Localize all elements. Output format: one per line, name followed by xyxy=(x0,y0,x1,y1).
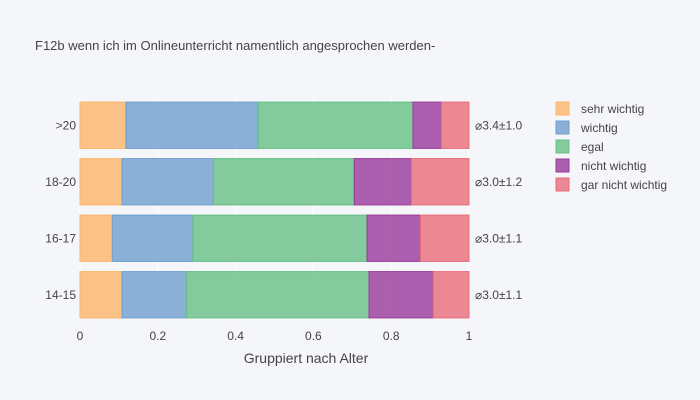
x-tick-label: 1 xyxy=(466,329,473,343)
bar-segment[interactable] xyxy=(111,214,194,262)
bar-segment[interactable] xyxy=(79,214,113,262)
bars xyxy=(79,101,470,319)
bar-segment[interactable] xyxy=(366,214,421,262)
mean-annotation: ⌀3.0±1.1 xyxy=(475,288,523,302)
x-tick-label: 0.2 xyxy=(149,329,166,343)
y-tick-label: 16-17 xyxy=(45,231,76,245)
bar-segment[interactable] xyxy=(440,101,470,149)
legend-label: wichtig xyxy=(580,121,618,135)
x-axis-title: Gruppiert nach Alter xyxy=(244,350,369,366)
legend-label: gar nicht wichtig xyxy=(581,178,667,192)
bar-segment[interactable] xyxy=(79,158,123,206)
legend-item[interactable]: wichtig xyxy=(555,120,618,135)
bar-segment[interactable] xyxy=(412,101,442,149)
legend-item[interactable]: nicht wichtig xyxy=(555,158,646,173)
bar-segment[interactable] xyxy=(432,271,470,319)
y-tick-label: 18-20 xyxy=(45,175,76,189)
legend-label: sehr wichtig xyxy=(581,102,644,116)
y-tick-label: 14-15 xyxy=(45,288,76,302)
bar-segment[interactable] xyxy=(257,101,414,149)
bar-segment[interactable] xyxy=(192,214,368,262)
legend-swatch xyxy=(555,120,570,135)
legend-item[interactable]: gar nicht wichtig xyxy=(555,177,667,192)
y-tick-label: >20 xyxy=(56,118,77,132)
bar-segment[interactable] xyxy=(410,158,470,206)
y-axis-ticks: 14-15 16-17 18-20 >20 xyxy=(45,118,76,302)
bar-segment[interactable] xyxy=(79,101,127,149)
bar-segment[interactable] xyxy=(186,271,370,319)
bar-segment[interactable] xyxy=(419,214,470,262)
x-tick-label: 0 xyxy=(77,329,84,343)
legend-item[interactable]: egal xyxy=(555,139,604,154)
mean-annotation: ⌀3.0±1.2 xyxy=(475,175,523,189)
legend[interactable]: sehr wichtig wichtig egal nicht wichtig gar … xyxy=(555,101,667,192)
bar-segment[interactable] xyxy=(121,271,188,319)
bar-segment[interactable] xyxy=(125,101,259,149)
mean-annotation: ⌀3.4±1.0 xyxy=(475,118,523,132)
legend-swatch xyxy=(555,158,570,173)
bar-segment[interactable] xyxy=(79,271,123,319)
legend-item[interactable]: sehr wichtig xyxy=(555,101,644,116)
x-tick-label: 0.8 xyxy=(383,329,400,343)
bar-segment[interactable] xyxy=(121,158,214,206)
annotations: ⌀3.0±1.1 ⌀3.0±1.1 ⌀3.0±1.2 ⌀3.4±1.0 xyxy=(475,118,523,302)
bar-segment[interactable] xyxy=(212,158,355,206)
mean-annotation: ⌀3.0±1.1 xyxy=(475,231,523,245)
x-tick-label: 0.4 xyxy=(227,329,244,343)
legend-swatch xyxy=(555,177,570,192)
bar-segment[interactable] xyxy=(353,158,412,206)
x-axis-ticks: 0 0.2 0.4 0.6 0.8 1 xyxy=(77,329,473,343)
legend-swatch xyxy=(555,101,570,116)
legend-label: nicht wichtig xyxy=(581,159,646,173)
legend-label: egal xyxy=(581,140,604,154)
bar-segment[interactable] xyxy=(368,271,434,319)
legend-swatch xyxy=(555,139,570,154)
chart-title: F12b wenn ich im Onlineunterricht nament… xyxy=(35,38,435,53)
x-tick-label: 0.6 xyxy=(305,329,322,343)
